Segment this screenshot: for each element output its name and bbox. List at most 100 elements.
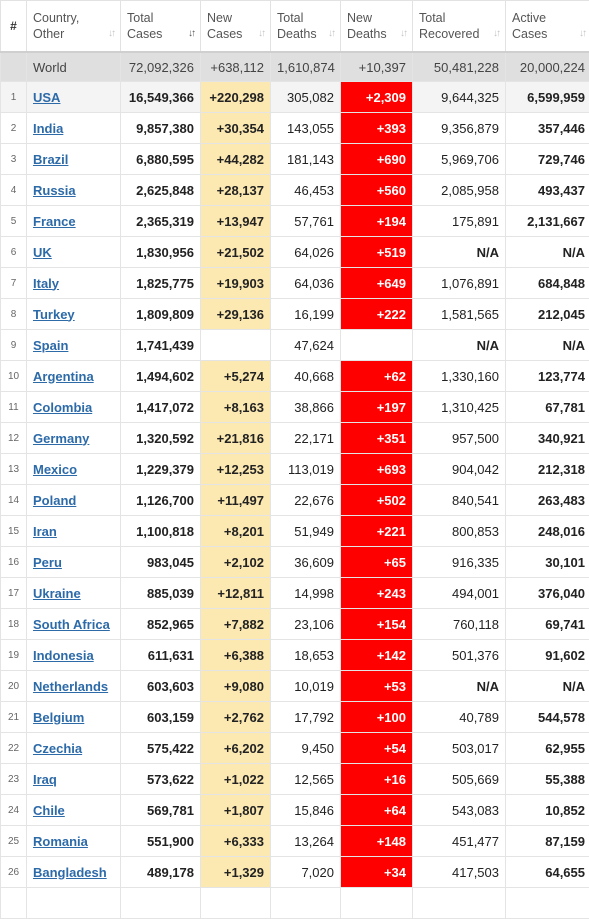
country-link[interactable]: USA bbox=[33, 90, 60, 105]
total-recovered-cell: 9,644,325 bbox=[413, 82, 506, 113]
sort-active-icon[interactable]: ↓↑ bbox=[188, 26, 194, 42]
header-total-cases[interactable]: Total Cases ↓↑ bbox=[121, 1, 201, 53]
header-new-cases[interactable]: New Cases ↓↑ bbox=[201, 1, 271, 53]
new-cases-cell: +28,137 bbox=[201, 175, 271, 206]
new-deaths-cell: +53 bbox=[341, 671, 413, 702]
new-deaths-cell: +560 bbox=[341, 175, 413, 206]
country-link[interactable]: Indonesia bbox=[33, 648, 94, 663]
header-new-deaths[interactable]: New Deaths ↓↑ bbox=[341, 1, 413, 53]
header-active-cases[interactable]: Active Cases ↓↑ bbox=[506, 1, 589, 53]
country-cell: UK bbox=[27, 237, 121, 268]
header-total-deaths[interactable]: Total Deaths ↓↑ bbox=[271, 1, 341, 53]
total-recovered-cell: 1,330,160 bbox=[413, 361, 506, 392]
total-recovered-cell: 505,669 bbox=[413, 764, 506, 795]
new-cases-cell: +12,811 bbox=[201, 578, 271, 609]
total-cases-cell: 1,320,592 bbox=[121, 423, 201, 454]
sort-icon[interactable]: ↓↑ bbox=[328, 26, 334, 42]
total-deaths-cell: 23,106 bbox=[271, 609, 341, 640]
country-link[interactable]: France bbox=[33, 214, 76, 229]
country-link[interactable]: Ukraine bbox=[33, 586, 81, 601]
sort-icon[interactable]: ↓↑ bbox=[579, 26, 585, 42]
header-total-recovered[interactable]: Total Recovered ↓↑ bbox=[413, 1, 506, 53]
new-deaths-cell: +148 bbox=[341, 826, 413, 857]
country-link[interactable]: Argentina bbox=[33, 369, 94, 384]
country-cell: India bbox=[27, 113, 121, 144]
new-deaths-cell: +351 bbox=[341, 423, 413, 454]
new-deaths-cell: +100 bbox=[341, 702, 413, 733]
total-recovered-cell: 175,891 bbox=[413, 206, 506, 237]
rank-cell: 8 bbox=[1, 299, 27, 330]
country-link[interactable]: Colombia bbox=[33, 400, 92, 415]
country-cell: Turkey bbox=[27, 299, 121, 330]
country-link[interactable]: Czechia bbox=[33, 741, 82, 756]
new-deaths-cell: +16 bbox=[341, 764, 413, 795]
world-total-row: World 72,092,326 +638,112 1,610,874 +10,… bbox=[1, 52, 589, 82]
header-new-deaths-label-1: New bbox=[347, 11, 372, 25]
country-cell: Iran bbox=[27, 516, 121, 547]
country-link[interactable]: Belgium bbox=[33, 710, 84, 725]
header-new-deaths-label-2: Deaths bbox=[347, 27, 387, 41]
sort-icon[interactable]: ↓↑ bbox=[108, 26, 114, 42]
country-cell: Italy bbox=[27, 268, 121, 299]
country-link[interactable]: Peru bbox=[33, 555, 62, 570]
new-cases-cell: +2,762 bbox=[201, 702, 271, 733]
country-link[interactable]: Poland bbox=[33, 493, 76, 508]
country-link[interactable]: Netherlands bbox=[33, 679, 108, 694]
country-link[interactable]: Romania bbox=[33, 834, 88, 849]
country-link[interactable]: Germany bbox=[33, 431, 89, 446]
total-recovered-cell: 840,541 bbox=[413, 485, 506, 516]
header-country[interactable]: Country, Other ↓↑ bbox=[27, 1, 121, 53]
new-cases-cell: +5,274 bbox=[201, 361, 271, 392]
country-link[interactable]: Bangladesh bbox=[33, 865, 107, 880]
rank-cell: 18 bbox=[1, 609, 27, 640]
sort-icon[interactable]: ↓↑ bbox=[258, 26, 264, 42]
country-link[interactable]: South Africa bbox=[33, 617, 110, 632]
total-recovered-cell: 800,853 bbox=[413, 516, 506, 547]
country-link[interactable]: Italy bbox=[33, 276, 59, 291]
country-link[interactable]: India bbox=[33, 121, 63, 136]
total-recovered-cell: 904,042 bbox=[413, 454, 506, 485]
country-link[interactable]: UK bbox=[33, 245, 52, 260]
total-recovered-cell: 451,477 bbox=[413, 826, 506, 857]
total-cases-cell: 575,422 bbox=[121, 733, 201, 764]
rank-cell: 24 bbox=[1, 795, 27, 826]
rank-cell: 1 bbox=[1, 82, 27, 113]
active-cases-cell: 729,746 bbox=[506, 144, 589, 175]
sort-icon[interactable]: ↓↑ bbox=[400, 26, 406, 42]
country-link[interactable]: Russia bbox=[33, 183, 76, 198]
country-link[interactable]: Brazil bbox=[33, 152, 68, 167]
country-link[interactable]: Mexico bbox=[33, 462, 77, 477]
active-cases-cell: 376,040 bbox=[506, 578, 589, 609]
country-link[interactable]: Turkey bbox=[33, 307, 75, 322]
country-cell: Argentina bbox=[27, 361, 121, 392]
total-cases-cell: 6,880,595 bbox=[121, 144, 201, 175]
header-total-recovered-label-2: Recovered bbox=[419, 27, 479, 41]
total-cases-cell: 1,417,072 bbox=[121, 392, 201, 423]
country-link[interactable]: Iraq bbox=[33, 772, 57, 787]
new-cases-cell: +44,282 bbox=[201, 144, 271, 175]
country-link[interactable]: Spain bbox=[33, 338, 68, 353]
new-cases-cell: +220,298 bbox=[201, 82, 271, 113]
new-deaths-cell: +64 bbox=[341, 795, 413, 826]
new-deaths-cell: +2,309 bbox=[341, 82, 413, 113]
active-cases-cell: 248,016 bbox=[506, 516, 589, 547]
country-link[interactable]: Iran bbox=[33, 524, 57, 539]
total-deaths-cell: 17,792 bbox=[271, 702, 341, 733]
country-link[interactable]: Chile bbox=[33, 803, 65, 818]
total-recovered-cell bbox=[413, 888, 506, 919]
active-cases-cell: 684,848 bbox=[506, 268, 589, 299]
total-recovered-cell: 1,310,425 bbox=[413, 392, 506, 423]
total-cases-cell: 1,126,700 bbox=[121, 485, 201, 516]
header-total-cases-label-1: Total bbox=[127, 11, 153, 25]
sort-icon[interactable]: ↓↑ bbox=[493, 26, 499, 42]
